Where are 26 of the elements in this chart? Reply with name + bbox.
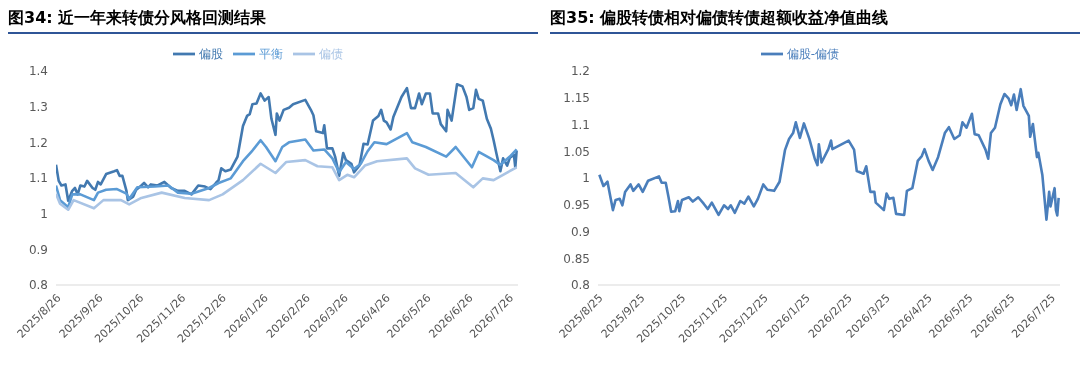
- y-tick-label: 1.05: [563, 144, 590, 159]
- y-tick-label: 0.8: [570, 278, 590, 293]
- y-tick-label: 1.15: [563, 91, 590, 106]
- legend-label: 偏债: [319, 46, 343, 61]
- y-tick-label: 1.1: [570, 117, 590, 132]
- y-tick-label: 0.9: [28, 242, 48, 257]
- y-tick-label: 0.8: [28, 278, 48, 293]
- line-series: [56, 157, 518, 212]
- y-tick-label: 0.95: [563, 198, 590, 213]
- line-series: [56, 82, 518, 203]
- legend-label: 偏股: [199, 46, 223, 61]
- legend-label: 偏股-偏债: [786, 46, 840, 61]
- legend-label: 平衡: [259, 46, 283, 61]
- line-series: [598, 87, 1060, 222]
- chart-title: 图34: 近一年来转债分风格回测结果: [8, 8, 538, 34]
- y-tick-label: 0.9: [570, 224, 590, 239]
- y-tick-label: 1: [40, 206, 48, 221]
- y-tick-label: 1.4: [28, 64, 48, 79]
- chart-title: 图35: 偏股转债相对偏债转债超额收益净值曲线: [550, 8, 1080, 34]
- y-tick-label: 1.1: [28, 171, 48, 186]
- y-tick-label: 1.3: [28, 99, 48, 114]
- y-tick-label: 1: [582, 171, 590, 186]
- y-tick-label: 1.2: [570, 64, 590, 79]
- y-tick-label: 0.85: [563, 251, 590, 266]
- y-tick-label: 1.2: [28, 135, 48, 150]
- line-series: [56, 131, 518, 209]
